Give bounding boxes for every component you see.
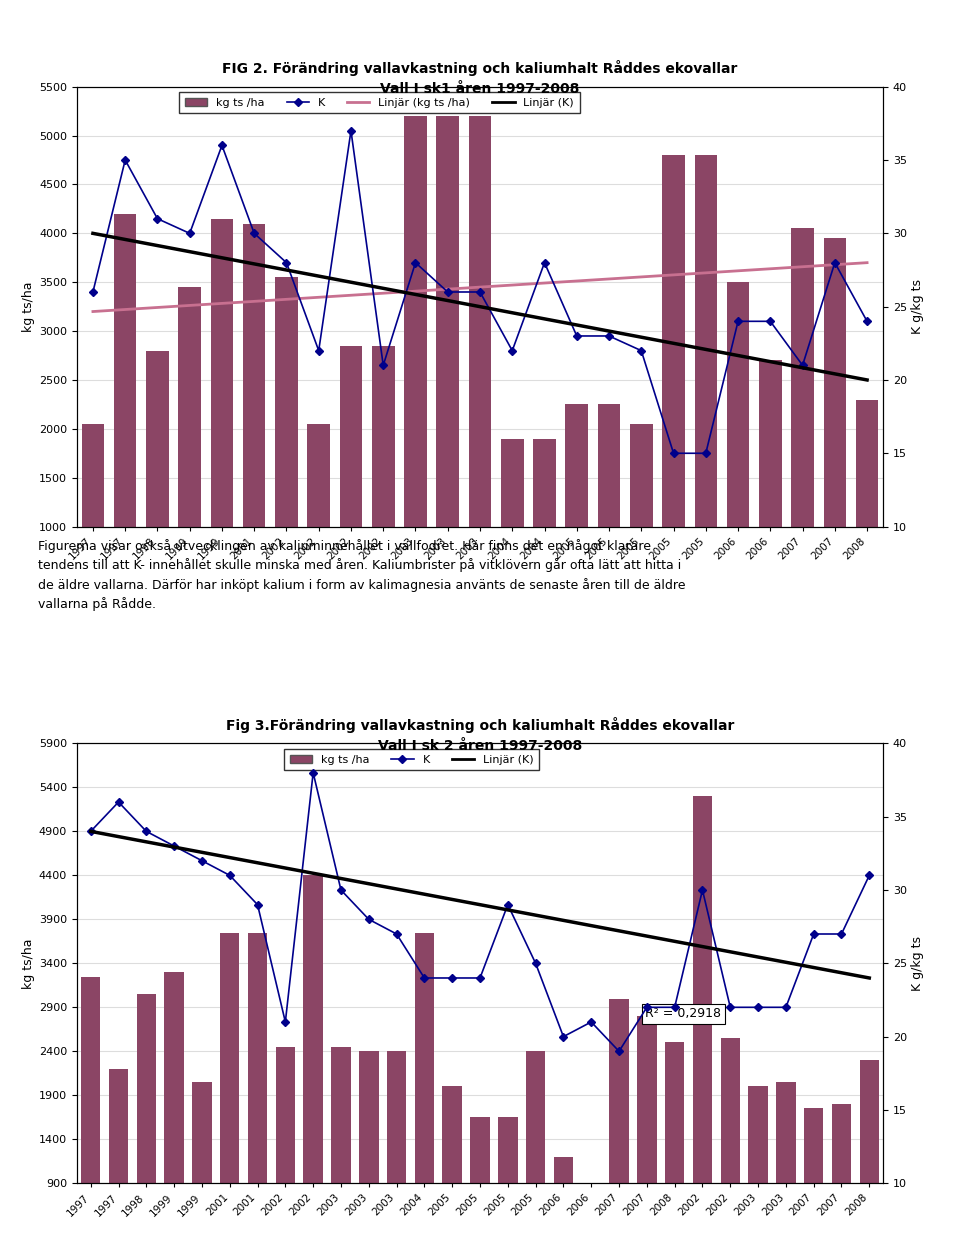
Y-axis label: K g/kg ts: K g/kg ts xyxy=(911,279,924,335)
Bar xyxy=(498,1118,517,1239)
Bar xyxy=(855,399,878,624)
Y-axis label: kg ts/ha: kg ts/ha xyxy=(22,281,35,332)
Bar xyxy=(630,424,653,624)
Text: Fig 3.Förändring vallavkastning och kaliumhalt Råddes ekovallar: Fig 3.Förändring vallavkastning och kali… xyxy=(226,717,734,732)
Bar xyxy=(468,116,492,624)
Legend: kg ts /ha, K, Linjär (kg ts /ha), Linjär (K): kg ts /ha, K, Linjär (kg ts /ha), Linjär… xyxy=(180,92,580,114)
Bar xyxy=(437,116,459,624)
Bar xyxy=(749,1087,768,1239)
Bar xyxy=(776,1082,796,1239)
Bar xyxy=(307,424,330,624)
Bar xyxy=(443,1087,462,1239)
Bar xyxy=(82,424,105,624)
Bar xyxy=(146,351,169,624)
Bar xyxy=(359,1051,378,1239)
Bar xyxy=(415,933,434,1239)
Bar xyxy=(179,287,201,624)
Y-axis label: K g/kg ts: K g/kg ts xyxy=(911,935,924,991)
Bar xyxy=(831,1104,852,1239)
Bar xyxy=(372,346,395,624)
Bar xyxy=(331,1047,350,1239)
Bar xyxy=(501,439,523,624)
Bar xyxy=(665,1042,684,1239)
Bar xyxy=(136,994,156,1239)
Bar xyxy=(526,1051,545,1239)
Bar xyxy=(554,1157,573,1239)
Text: FIG 2. Förändring vallavkastning och kaliumhalt Råddes ekovallar: FIG 2. Förändring vallavkastning och kal… xyxy=(223,61,737,76)
Bar xyxy=(114,214,136,624)
Bar xyxy=(192,1082,211,1239)
Bar xyxy=(81,976,101,1239)
Bar xyxy=(610,999,629,1239)
Bar xyxy=(243,223,266,624)
Bar xyxy=(804,1109,824,1239)
Legend: kg ts /ha, K, Linjär (K): kg ts /ha, K, Linjär (K) xyxy=(284,748,540,771)
Bar xyxy=(533,439,556,624)
Text: Vall I sk1 åren 1997-2008: Vall I sk1 åren 1997-2008 xyxy=(380,82,580,97)
Bar xyxy=(694,155,717,624)
Bar xyxy=(470,1118,490,1239)
Bar xyxy=(565,404,588,624)
Bar xyxy=(859,1061,879,1239)
Bar xyxy=(693,797,712,1239)
Bar xyxy=(108,1069,129,1239)
Text: Vall I sk 2 åren 1997-2008: Vall I sk 2 åren 1997-2008 xyxy=(378,738,582,753)
Bar xyxy=(340,346,362,624)
Bar xyxy=(210,218,233,624)
Bar xyxy=(598,404,620,624)
Bar xyxy=(721,1038,740,1239)
Bar xyxy=(759,361,781,624)
Bar xyxy=(727,282,750,624)
Bar xyxy=(387,1051,406,1239)
Bar xyxy=(404,116,427,624)
Bar xyxy=(276,1047,295,1239)
Bar xyxy=(248,933,267,1239)
Bar xyxy=(824,238,846,624)
Bar xyxy=(662,155,684,624)
Text: R² = 0,2918: R² = 0,2918 xyxy=(645,1007,721,1021)
Bar xyxy=(276,278,298,624)
Y-axis label: kg ts/ha: kg ts/ha xyxy=(22,938,35,989)
Text: Figurerna visar också utvecklingen av kaliuminnehållet i vallfodret. Här finns d: Figurerna visar också utvecklingen av ka… xyxy=(38,539,685,611)
Bar xyxy=(220,933,239,1239)
Bar xyxy=(791,228,814,624)
Bar xyxy=(637,1016,657,1239)
Bar xyxy=(164,973,184,1239)
Bar xyxy=(303,876,323,1239)
